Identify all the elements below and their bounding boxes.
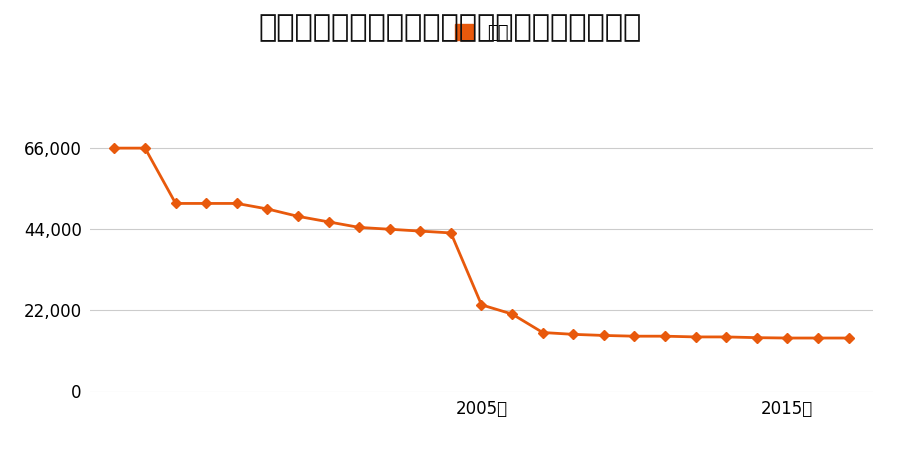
Legend: 価格: 価格 (454, 23, 508, 42)
Text: 富山県富山市新金代２丁目１０５番の地価推移: 富山県富山市新金代２丁目１０５番の地価推移 (258, 14, 642, 42)
